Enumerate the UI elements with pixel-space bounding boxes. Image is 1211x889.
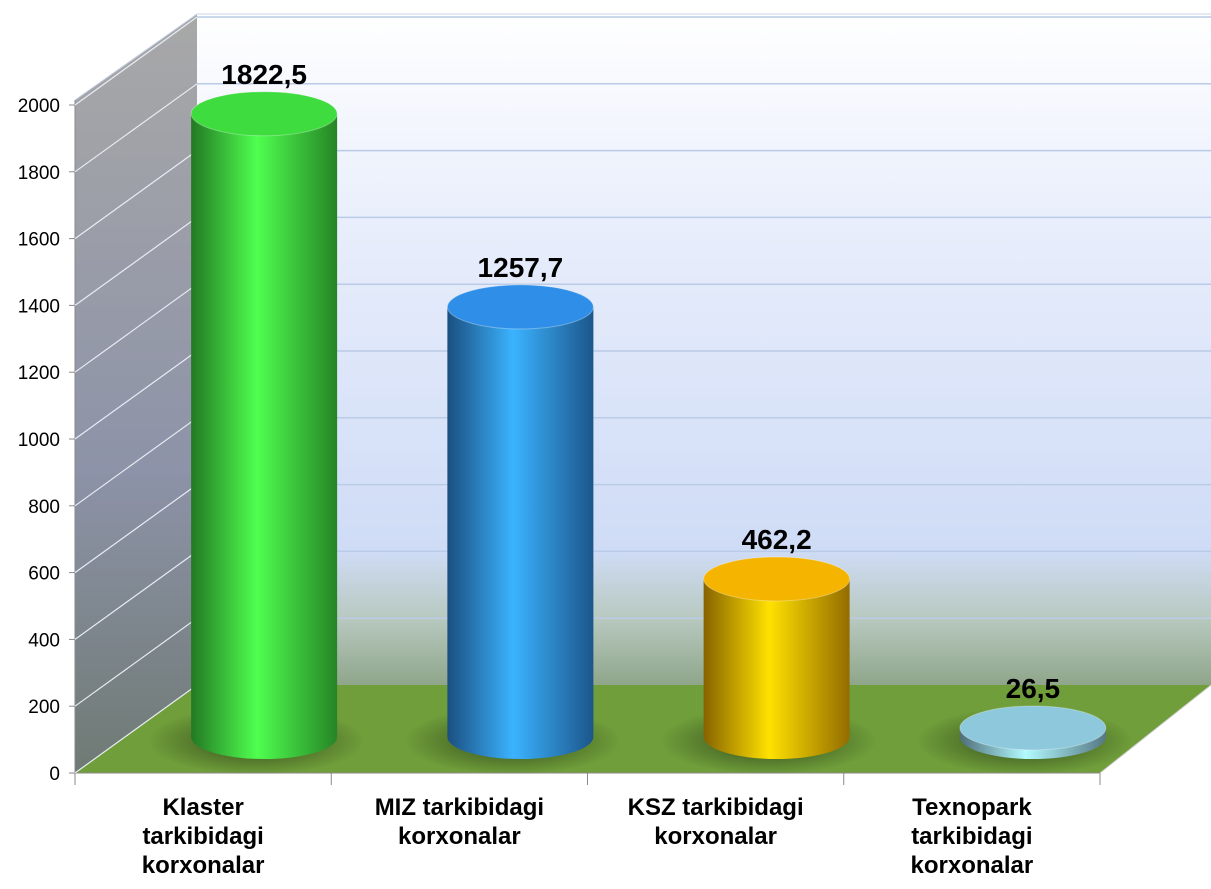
bar	[191, 113, 338, 759]
bar	[447, 306, 594, 759]
y-tick-label: 1200	[18, 363, 60, 384]
side-grid-line	[74, 417, 198, 507]
bar	[703, 578, 850, 759]
side-wall	[75, 14, 197, 773]
side-grid-line	[74, 83, 198, 173]
side-grid-line	[74, 283, 198, 373]
y-tick-label: 1400	[18, 296, 60, 317]
y-tick-label: 1600	[18, 230, 60, 251]
y-tick-label: 600	[28, 564, 60, 585]
y-tick-label: 1800	[18, 163, 60, 184]
side-grid-line	[74, 550, 198, 640]
x-tick-label: Klaster tarkibidagi korxonalar	[141, 794, 265, 879]
side-grid-line	[74, 350, 198, 440]
y-tick-label: 0	[49, 764, 60, 785]
value-label: 462,2	[742, 524, 812, 555]
side-grid-line	[74, 684, 198, 774]
bar-top	[959, 705, 1107, 751]
wall-edge	[74, 13, 1211, 101]
side-grid-line	[74, 484, 198, 574]
y-tick-label: 200	[28, 697, 60, 718]
bar-top	[190, 91, 338, 137]
side-grid-line	[74, 617, 198, 707]
y-tick-label: 1000	[18, 430, 60, 451]
floor-edge	[1099, 684, 1211, 774]
y-tick-label: 2000	[18, 96, 60, 117]
value-label: 26,5	[1006, 673, 1061, 704]
x-tick-label: MIZ tarkibidagi korxonalar	[374, 794, 545, 850]
x-tick-label: KSZ tarkibidagi korxonalar	[627, 794, 804, 850]
bar-top	[703, 556, 851, 602]
value-label: 1822,5	[221, 59, 307, 90]
side-grid-line	[74, 150, 198, 240]
x-tick-label: Texnopark tarkibidagi korxonalar	[910, 794, 1034, 879]
y-tick-label: 800	[28, 497, 60, 518]
side-grid-line	[74, 16, 198, 106]
side-grid-line	[74, 216, 198, 306]
y-tick-label: 400	[28, 630, 60, 651]
value-label: 1257,7	[478, 252, 564, 283]
bar-top	[446, 284, 594, 330]
